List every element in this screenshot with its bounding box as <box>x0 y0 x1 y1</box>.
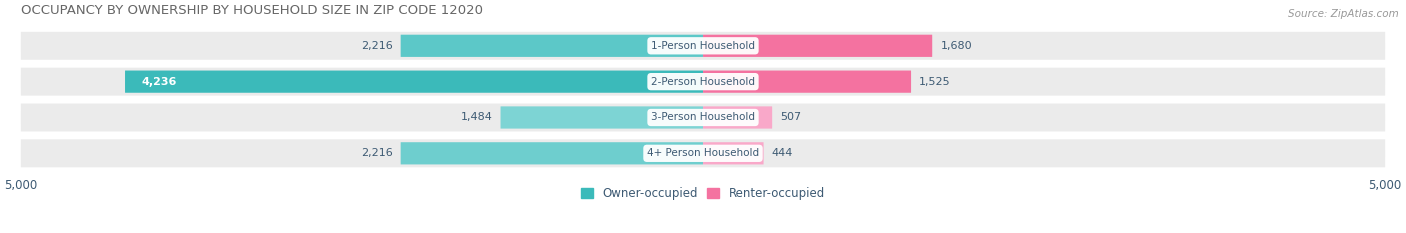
FancyBboxPatch shape <box>703 71 911 93</box>
Text: 4,236: 4,236 <box>142 77 177 87</box>
Text: 507: 507 <box>780 113 801 123</box>
Text: 3-Person Household: 3-Person Household <box>651 113 755 123</box>
FancyBboxPatch shape <box>21 139 1385 167</box>
FancyBboxPatch shape <box>703 106 772 129</box>
FancyBboxPatch shape <box>21 68 1385 96</box>
FancyBboxPatch shape <box>703 142 763 164</box>
FancyBboxPatch shape <box>21 32 1385 60</box>
Text: 2,216: 2,216 <box>361 148 392 158</box>
FancyBboxPatch shape <box>501 106 703 129</box>
Text: 444: 444 <box>772 148 793 158</box>
Text: 4+ Person Household: 4+ Person Household <box>647 148 759 158</box>
Text: OCCUPANCY BY OWNERSHIP BY HOUSEHOLD SIZE IN ZIP CODE 12020: OCCUPANCY BY OWNERSHIP BY HOUSEHOLD SIZE… <box>21 4 482 17</box>
Text: 1-Person Household: 1-Person Household <box>651 41 755 51</box>
FancyBboxPatch shape <box>125 71 703 93</box>
Text: 2-Person Household: 2-Person Household <box>651 77 755 87</box>
Text: 1,525: 1,525 <box>920 77 950 87</box>
Text: 1,680: 1,680 <box>941 41 972 51</box>
Text: 1,484: 1,484 <box>460 113 492 123</box>
Text: Source: ZipAtlas.com: Source: ZipAtlas.com <box>1288 9 1399 19</box>
FancyBboxPatch shape <box>21 103 1385 131</box>
FancyBboxPatch shape <box>703 35 932 57</box>
FancyBboxPatch shape <box>401 35 703 57</box>
FancyBboxPatch shape <box>401 142 703 164</box>
Text: 2,216: 2,216 <box>361 41 392 51</box>
Legend: Owner-occupied, Renter-occupied: Owner-occupied, Renter-occupied <box>576 182 830 205</box>
